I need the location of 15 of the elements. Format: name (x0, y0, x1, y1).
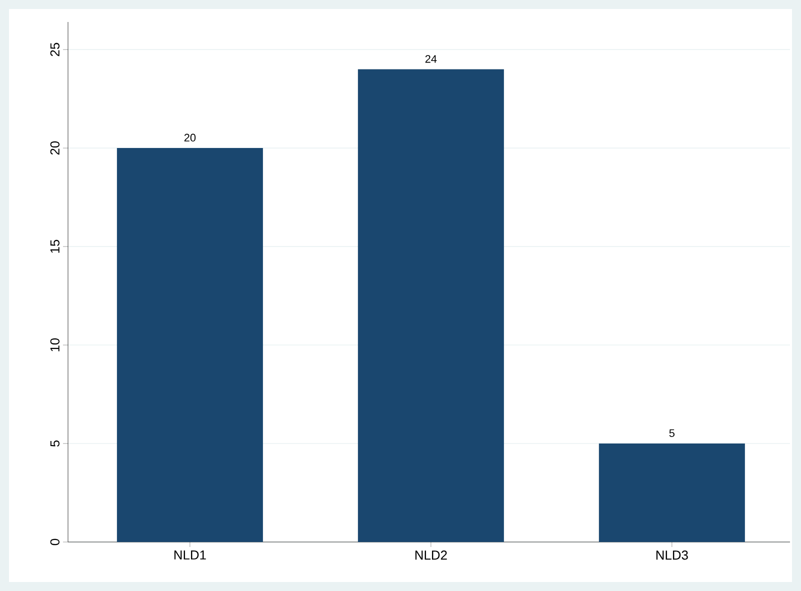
y-tick-label: 15 (50, 240, 60, 253)
bar (358, 69, 504, 542)
bar (116, 148, 263, 542)
bar (598, 444, 745, 542)
data-label: 5 (669, 429, 674, 437)
data-label: 20 (184, 134, 196, 142)
y-tick-label: 10 (50, 338, 60, 352)
x-tick-label: NLD2 (415, 550, 447, 560)
x-tick-label: NLD1 (174, 550, 206, 560)
x-tick-label: NLD3 (656, 550, 688, 560)
y-tick-label: 0 (50, 538, 60, 546)
data-label: 24 (425, 55, 437, 63)
y-tick-label: 5 (50, 440, 60, 447)
y-tick-label: 25 (50, 42, 60, 56)
y-tick-label: 20 (50, 141, 60, 155)
